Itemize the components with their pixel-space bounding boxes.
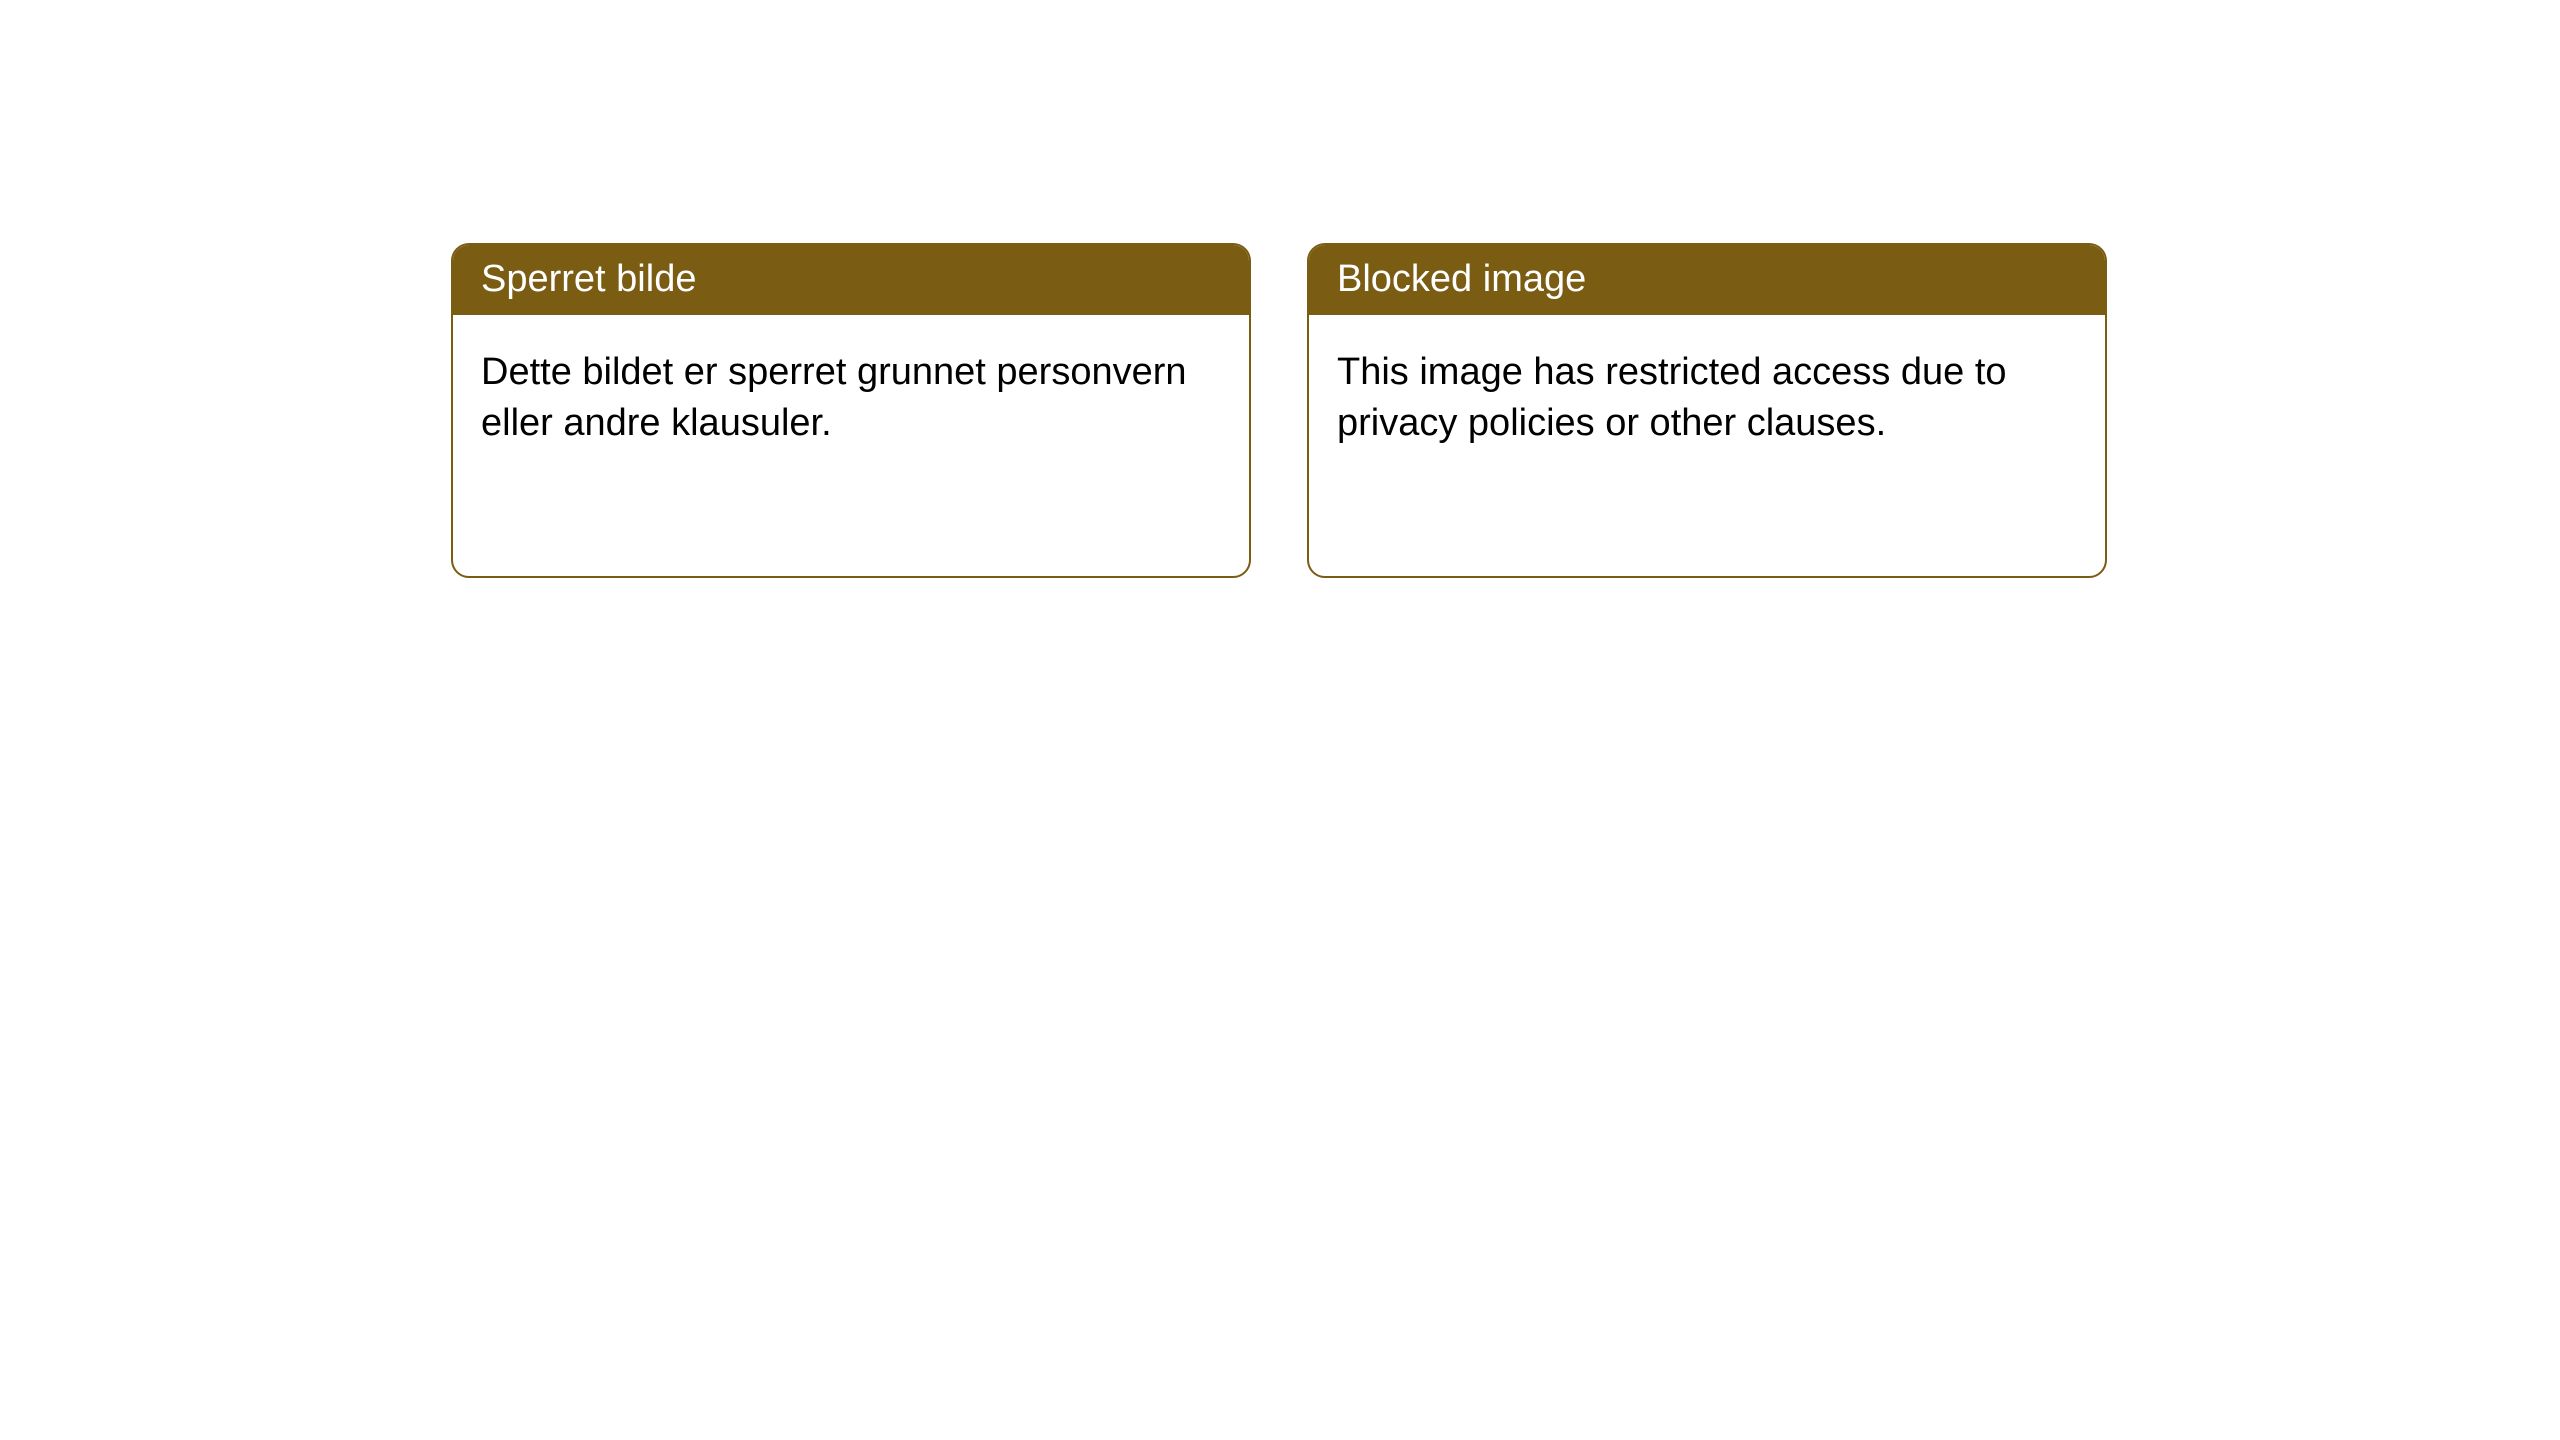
notice-cards-container: Sperret bilde Dette bildet er sperret gr… [451, 243, 2107, 578]
notice-header: Blocked image [1309, 245, 2105, 315]
notice-body: Dette bildet er sperret grunnet personve… [453, 315, 1249, 482]
notice-header: Sperret bilde [453, 245, 1249, 315]
notice-card-english: Blocked image This image has restricted … [1307, 243, 2107, 578]
notice-body: This image has restricted access due to … [1309, 315, 2105, 482]
notice-card-norwegian: Sperret bilde Dette bildet er sperret gr… [451, 243, 1251, 578]
